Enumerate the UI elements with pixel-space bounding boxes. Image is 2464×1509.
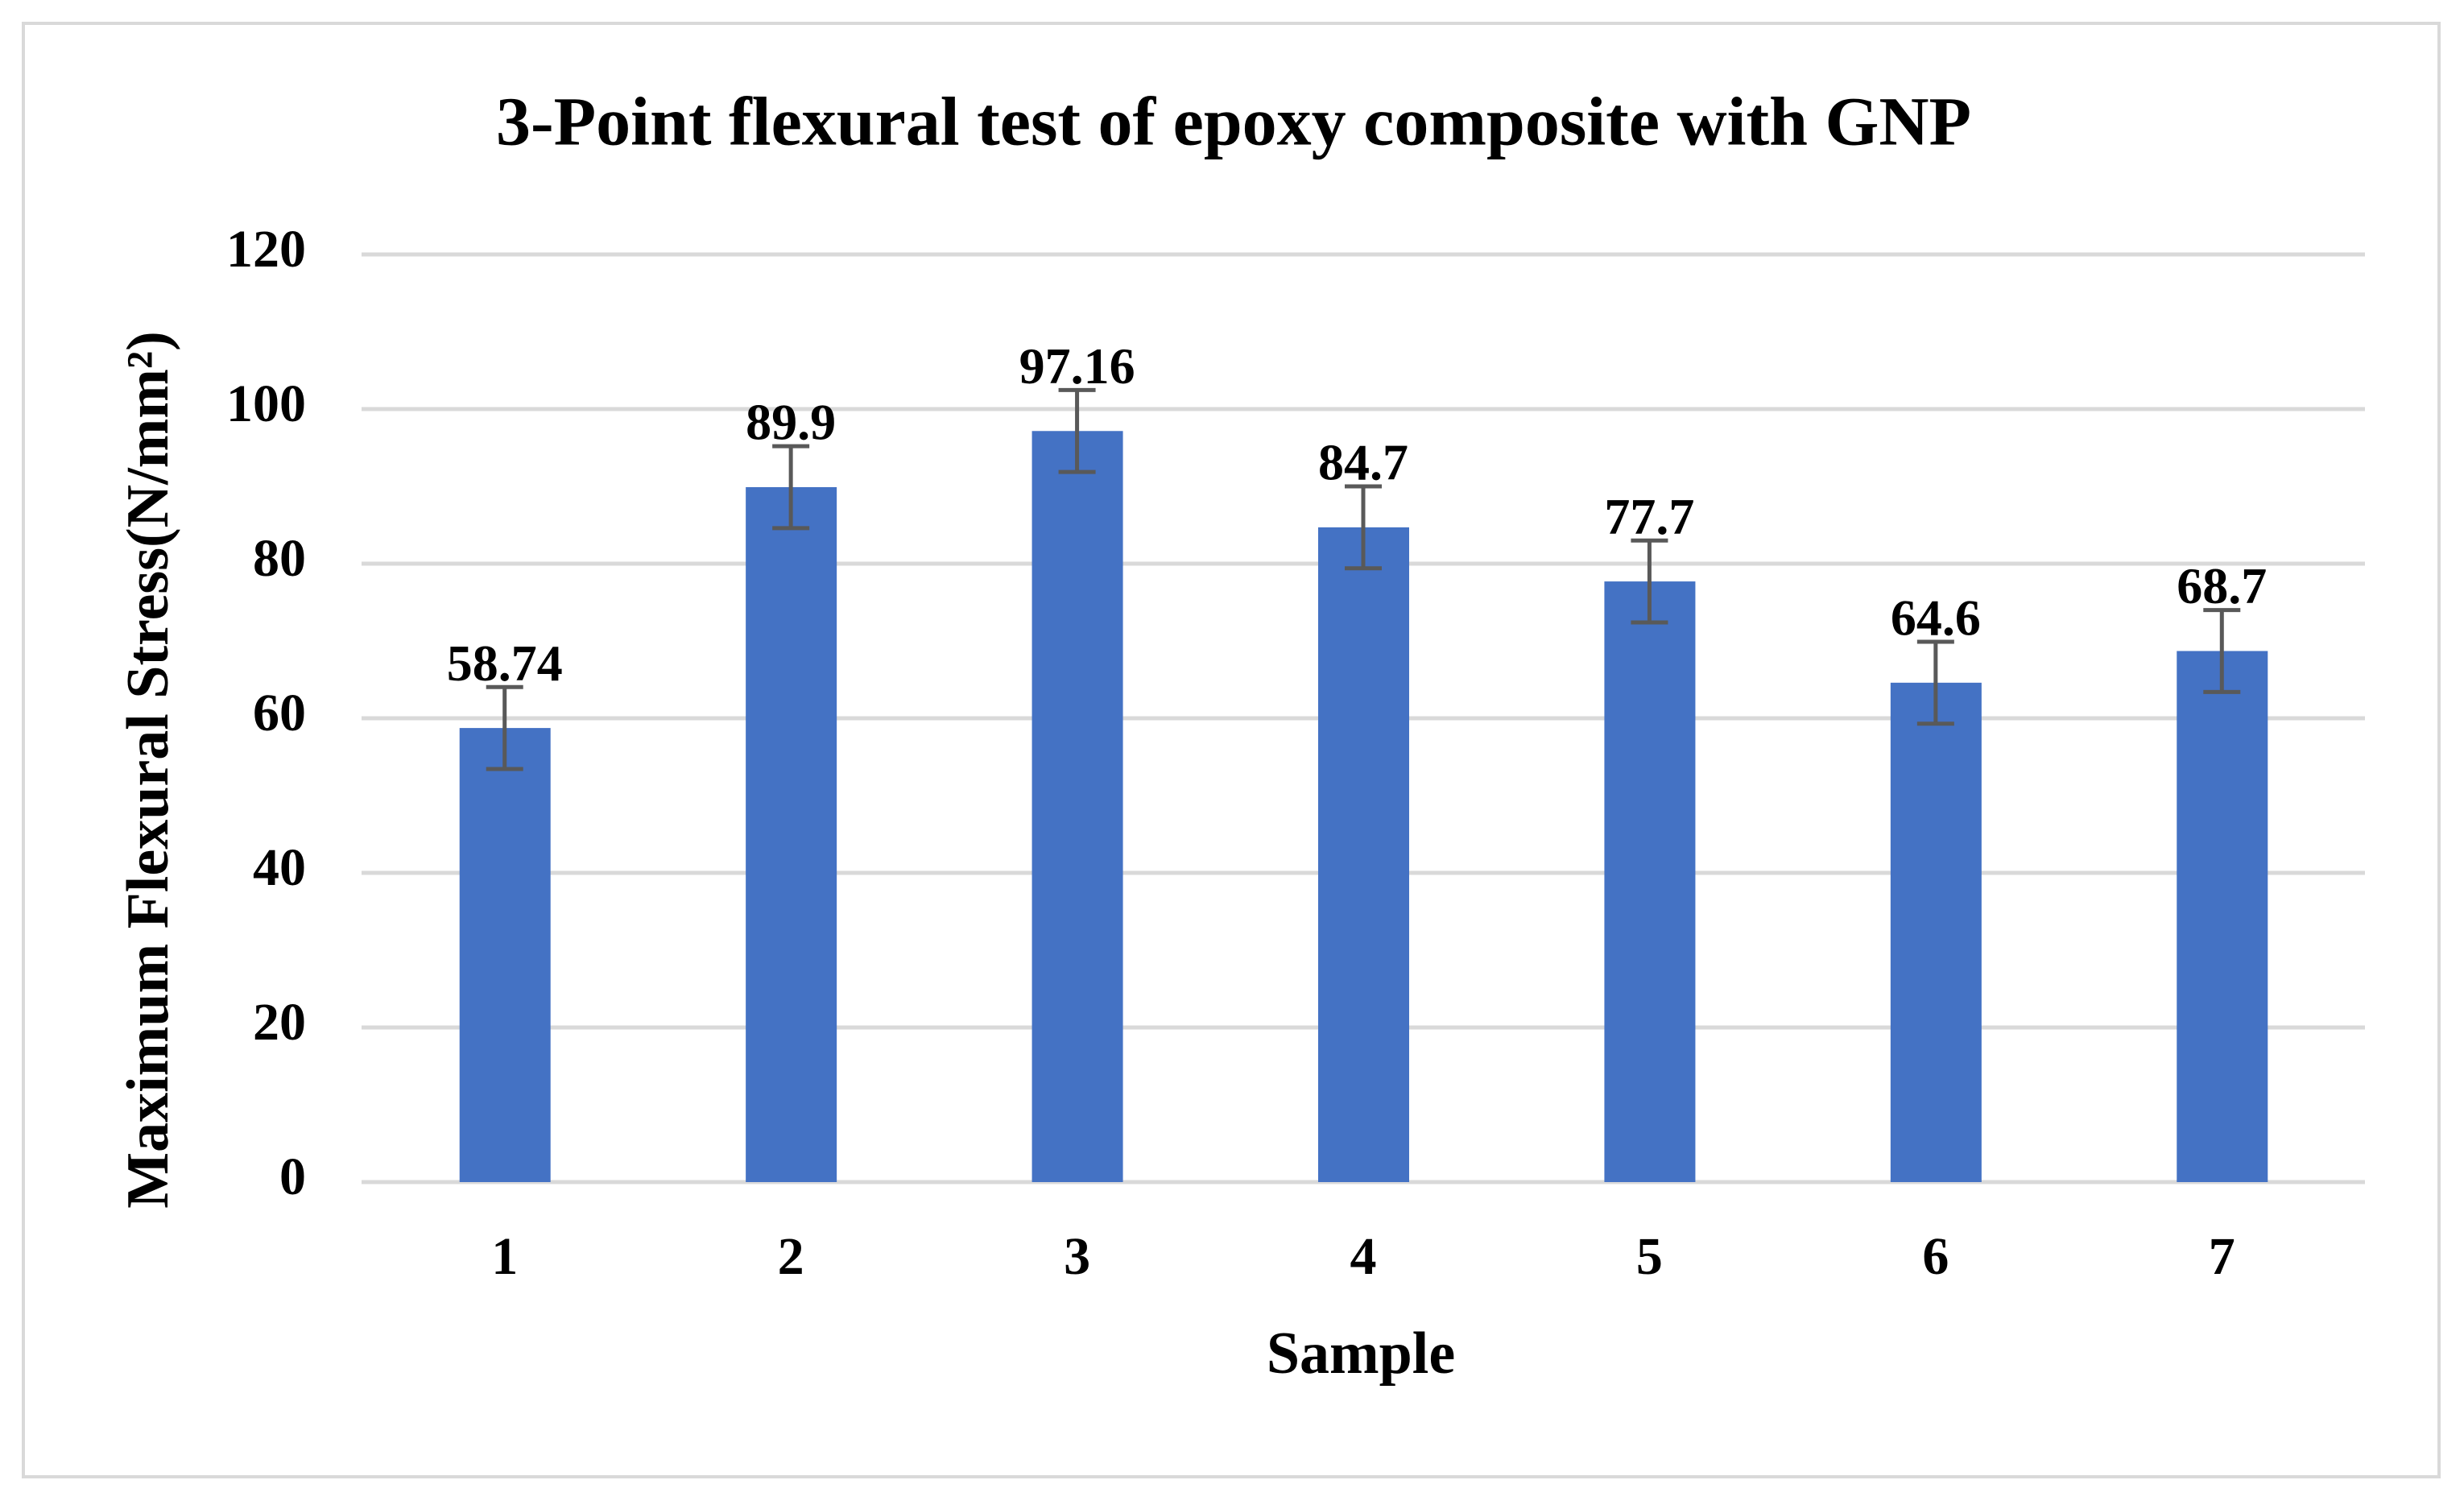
y-tick-label: 120 (226, 220, 306, 279)
data-label: 77.7 (1604, 488, 1694, 545)
data-label: 84.7 (1318, 434, 1408, 491)
bar (746, 486, 837, 1182)
x-tick-label: 6 (1922, 1227, 1949, 1286)
bar (1318, 527, 1409, 1182)
x-tick-label: 5 (1636, 1227, 1663, 1286)
error-bar (1345, 484, 1382, 571)
error-bar (772, 444, 810, 531)
error-bar (1631, 538, 1668, 625)
chart-title: 3-Point flexural test of epoxy composite… (496, 83, 1971, 160)
x-axis-title: Sample (1267, 1321, 1455, 1387)
error-bar (1058, 387, 1096, 474)
x-tick-label: 7 (2209, 1227, 2235, 1286)
x-tick-label: 4 (1350, 1227, 1377, 1286)
bar (1890, 682, 1982, 1182)
x-tick-label: 3 (1064, 1227, 1090, 1286)
data-label: 89.9 (746, 394, 836, 451)
data-label: 97.16 (1019, 337, 1135, 395)
x-tick-label: 2 (778, 1227, 804, 1286)
y-tick-label: 0 (279, 1147, 306, 1206)
y-tick-label: 80 (253, 529, 306, 588)
bar (1031, 431, 1123, 1182)
y-tick-label: 40 (253, 838, 306, 897)
bar (2177, 651, 2268, 1182)
x-tick-label: 1 (491, 1227, 518, 1286)
y-tick-label: 100 (226, 374, 306, 433)
y-tick-label: 60 (253, 684, 306, 742)
bar (1604, 581, 1696, 1182)
error-bar (1916, 639, 1954, 726)
bar (459, 728, 551, 1182)
error-bar (486, 684, 523, 771)
data-label: 64.6 (1891, 589, 1981, 647)
error-bar (2203, 608, 2241, 694)
y-tick-label: 20 (253, 993, 306, 1052)
data-label: 58.74 (447, 635, 563, 692)
y-axis-title: Maximum Flexural Stress(N/mm²) (115, 331, 181, 1209)
data-label: 68.7 (2177, 557, 2267, 614)
chart-border (22, 22, 2441, 1478)
